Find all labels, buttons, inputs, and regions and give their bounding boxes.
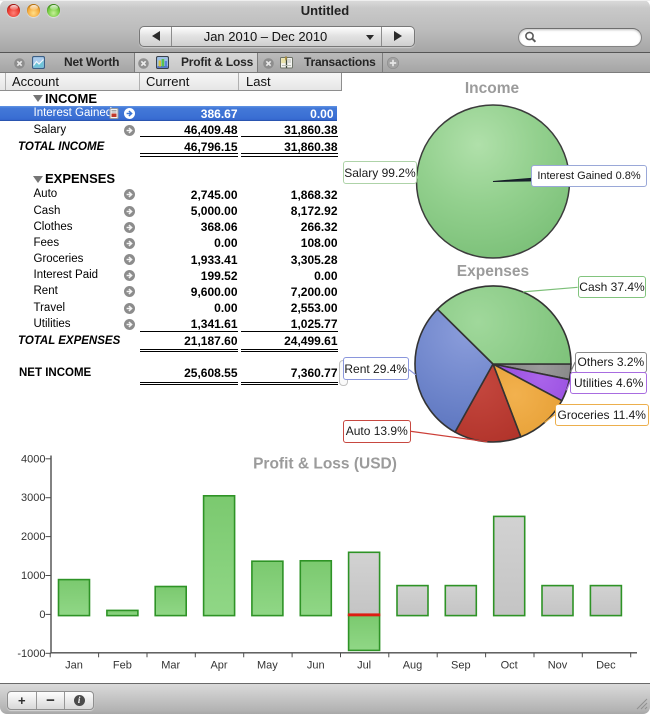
svg-text:Expenses: Expenses [457,263,529,280]
svg-text:Jan: Jan [65,660,83,672]
svg-text:Jul: Jul [357,660,371,672]
svg-text:4000: 4000 [21,453,45,465]
svg-text:Income: Income [465,80,520,97]
svg-text:Mar: Mar [161,660,180,672]
svg-text:Profit & Loss (USD): Profit & Loss (USD) [253,456,397,473]
svg-text:3000: 3000 [21,492,45,504]
svg-text:Oct: Oct [501,660,518,672]
svg-text:Sep: Sep [451,660,471,672]
svg-text:-1000: -1000 [17,648,45,660]
svg-text:0: 0 [39,609,45,621]
svg-text:Jun: Jun [307,660,325,672]
svg-text:Aug: Aug [403,660,423,672]
svg-text:2000: 2000 [21,531,45,543]
svg-text:Apr: Apr [210,660,227,672]
svg-text:May: May [257,660,278,672]
svg-text:Nov: Nov [548,660,568,672]
svg-text:Feb: Feb [113,660,132,672]
svg-text:1000: 1000 [21,570,45,582]
svg-text:Dec: Dec [596,660,616,672]
